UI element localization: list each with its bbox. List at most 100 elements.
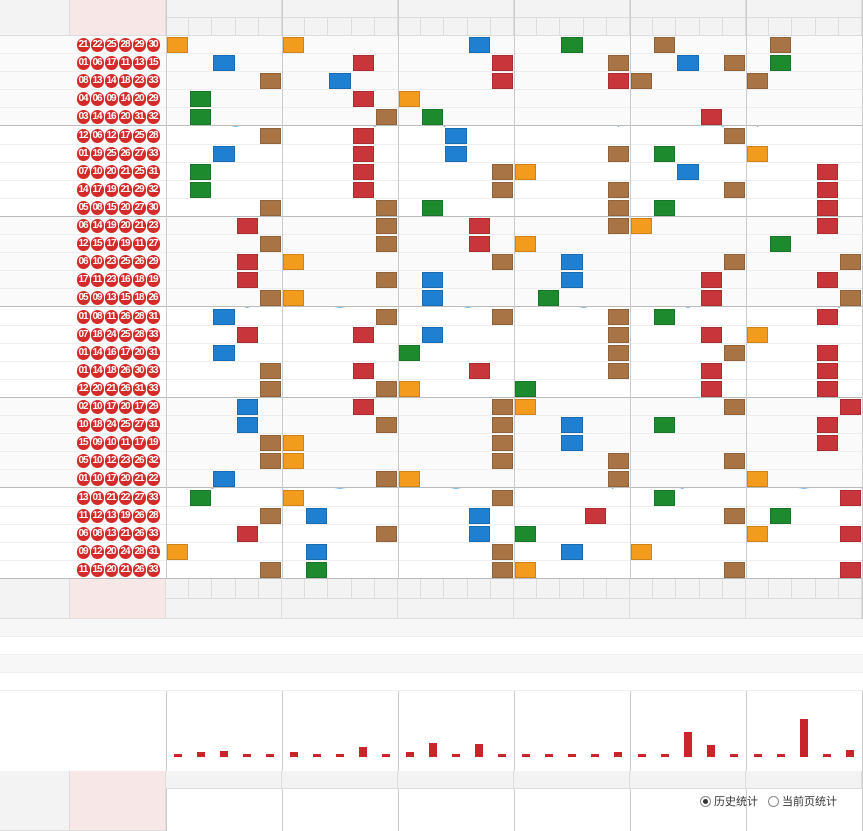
current-omission-bar <box>823 754 832 757</box>
period-footer[interactable] <box>0 771 70 831</box>
radio-history-icon[interactable] <box>700 795 711 807</box>
preselect-element[interactable] <box>189 579 213 599</box>
radio-current-icon[interactable] <box>768 795 779 807</box>
omission-value <box>630 90 653 108</box>
omission-value <box>792 36 815 54</box>
omission-value <box>537 344 560 362</box>
omission-value <box>607 127 630 145</box>
stat-value <box>816 673 839 691</box>
omission-value <box>537 90 560 108</box>
preselect-element[interactable] <box>676 579 700 599</box>
stat-value <box>166 637 189 655</box>
preselect-element[interactable] <box>722 579 746 599</box>
preselect-element[interactable] <box>792 579 816 599</box>
preselect-element[interactable] <box>630 579 654 599</box>
omission-value <box>537 36 560 54</box>
preselect-element[interactable] <box>328 579 352 599</box>
preselect-element[interactable] <box>746 579 770 599</box>
preselect-element[interactable] <box>235 579 259 599</box>
omission-value <box>584 145 607 163</box>
omission-value <box>212 289 235 307</box>
omission-value <box>236 543 259 561</box>
stat-value <box>444 673 467 691</box>
omission-value <box>769 145 792 163</box>
element-hit <box>607 326 629 343</box>
radio-history[interactable]: 历史统计 <box>700 793 758 809</box>
preselect-element[interactable] <box>351 579 375 599</box>
omission-value <box>468 289 491 307</box>
preselect-element[interactable] <box>467 579 491 599</box>
red-ball: 33 <box>146 381 160 396</box>
preselect-element[interactable] <box>258 579 282 599</box>
red-ball-preselect[interactable] <box>70 579 166 619</box>
preselect-element[interactable] <box>514 579 538 599</box>
preselect-element[interactable] <box>537 579 561 599</box>
omission-value <box>723 543 746 561</box>
omission-value <box>537 489 560 507</box>
element-header <box>444 18 468 36</box>
ball-group: 13 01 21 22 27 33 <box>70 489 166 507</box>
current-omission-bar <box>196 752 205 757</box>
omission-value <box>723 470 746 488</box>
omission-value <box>514 362 537 380</box>
current-omission-bar <box>521 754 530 757</box>
element-header <box>699 18 723 36</box>
stat-value <box>769 619 792 637</box>
omission-value <box>584 163 607 181</box>
preselect-element[interactable] <box>305 579 329 599</box>
preselect-element[interactable] <box>769 579 793 599</box>
red-ball: 11 <box>104 309 118 324</box>
preselect-element[interactable] <box>444 579 468 599</box>
red-ball: 19 <box>90 146 104 161</box>
current-omission-bar <box>846 750 855 757</box>
preselect-element[interactable] <box>560 579 584 599</box>
omission-value <box>468 271 491 289</box>
preselect-element[interactable] <box>815 579 839 599</box>
omission-value <box>259 344 282 362</box>
omission-value <box>676 36 699 54</box>
omission-value <box>236 72 259 90</box>
red-ball: 10 <box>104 436 118 451</box>
omission-value <box>236 108 259 126</box>
preselect-element[interactable] <box>166 579 190 599</box>
preselect-element[interactable] <box>699 579 723 599</box>
preselect-element[interactable] <box>583 579 607 599</box>
preselect-element[interactable] <box>374 579 398 599</box>
element-hit <box>445 127 467 144</box>
omission-value <box>468 163 491 181</box>
omission-value <box>166 489 189 507</box>
omission-value <box>189 561 212 579</box>
preselect-element[interactable] <box>282 579 306 599</box>
red-ball: 18 <box>132 273 146 288</box>
omission-value <box>212 489 235 507</box>
omission-value <box>305 199 328 217</box>
period-cell <box>0 181 70 199</box>
omission-value <box>584 181 607 199</box>
red-ball: 19 <box>118 508 132 523</box>
preselect-element[interactable] <box>838 579 862 599</box>
preselect-element[interactable] <box>653 579 677 599</box>
omission-value <box>375 561 398 579</box>
omission-value <box>328 561 351 579</box>
omission-value <box>537 561 560 579</box>
element-hit <box>422 290 444 307</box>
omission-value <box>398 416 421 434</box>
preselect-element[interactable] <box>398 579 422 599</box>
preselect-element[interactable] <box>421 579 445 599</box>
omission-value <box>723 416 746 434</box>
period-header[interactable] <box>0 0 70 36</box>
omission-value <box>816 235 839 253</box>
element-hit <box>723 561 745 578</box>
radio-current[interactable]: 当前页统计 <box>768 793 837 809</box>
preselect-element[interactable] <box>490 579 514 599</box>
preselect-element[interactable] <box>606 579 630 599</box>
preselect-element[interactable] <box>212 579 236 599</box>
stat-value <box>444 655 467 673</box>
element-hit <box>816 181 838 198</box>
omission-value <box>630 199 653 217</box>
omission-value <box>723 235 746 253</box>
omission-value <box>398 217 421 235</box>
omission-value <box>305 235 328 253</box>
omission-value <box>816 90 839 108</box>
element-hit <box>236 525 258 542</box>
